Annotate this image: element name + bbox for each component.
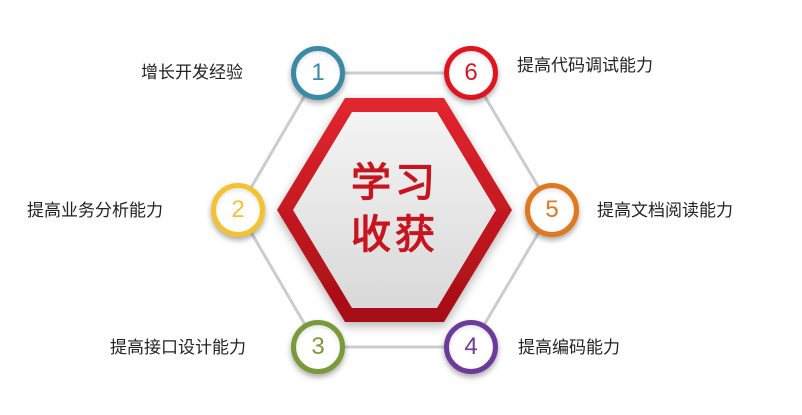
step-node-3: 3 bbox=[291, 320, 345, 374]
step-node-2: 2 bbox=[211, 183, 265, 237]
step-label-4: 提高编码能力 bbox=[518, 338, 620, 358]
step-number: 2 bbox=[231, 196, 245, 223]
step-node-5: 5 bbox=[525, 183, 579, 237]
step-node-6: 6 bbox=[444, 46, 498, 100]
step-number: 5 bbox=[545, 196, 559, 223]
step-node-1: 1 bbox=[291, 46, 345, 100]
step-label-1: 增长开发经验 bbox=[141, 63, 243, 83]
step-number: 6 bbox=[464, 59, 478, 86]
center-title-line1: 学习 bbox=[351, 160, 439, 206]
center-title-line2: 收获 bbox=[351, 212, 439, 258]
step-label-3: 提高接口设计能力 bbox=[110, 338, 246, 358]
step-number: 1 bbox=[311, 59, 325, 86]
step-node-4: 4 bbox=[444, 320, 498, 374]
step-label-2: 提高业务分析能力 bbox=[27, 201, 163, 221]
step-number: 4 bbox=[464, 333, 478, 360]
center-hexagon-inner bbox=[293, 112, 496, 308]
step-number: 3 bbox=[311, 333, 325, 360]
step-label-6: 提高代码调试能力 bbox=[517, 56, 653, 76]
step-label-5: 提高文档阅读能力 bbox=[597, 201, 733, 221]
